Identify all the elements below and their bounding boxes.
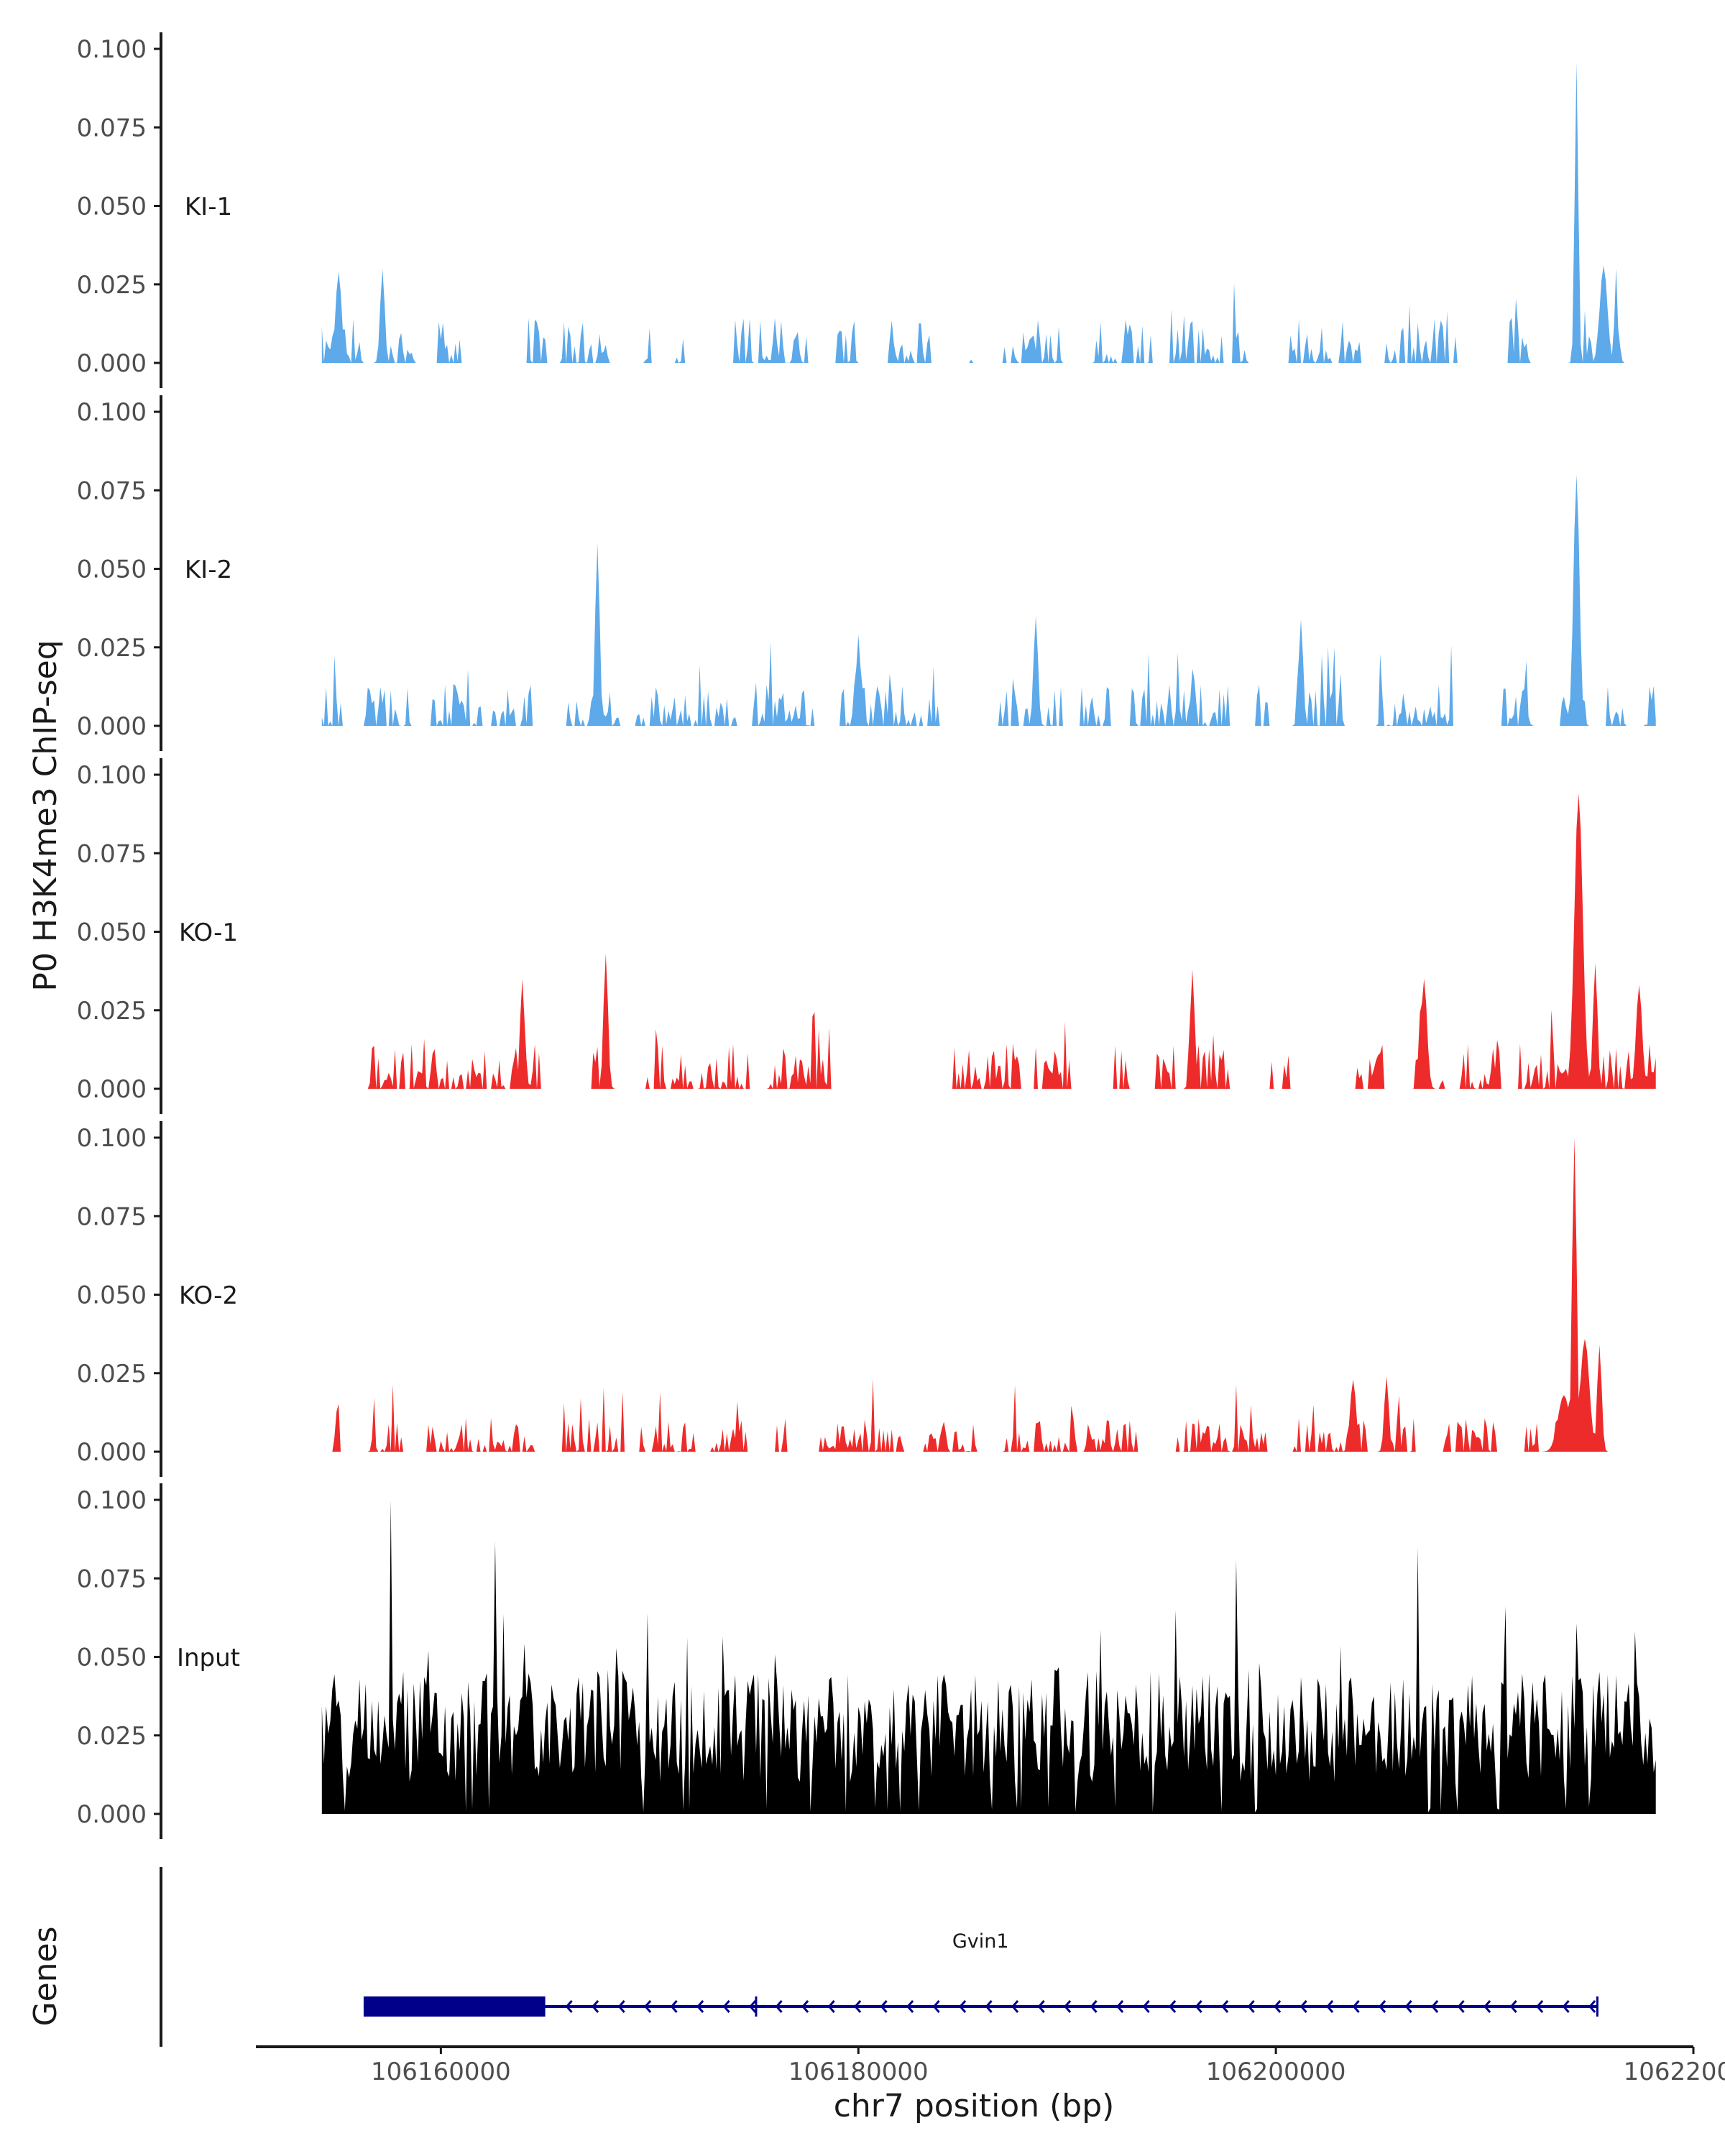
y-tick-label: 0.000 xyxy=(77,349,147,378)
y-tick-label: 0.000 xyxy=(77,712,147,741)
track-label: Input xyxy=(177,1644,240,1672)
strand-chevron xyxy=(565,2000,573,2013)
y-tick-label: 0.050 xyxy=(77,556,147,584)
strand-chevron xyxy=(1326,2000,1334,2013)
x-tick-label: 106180000 xyxy=(788,2058,929,2086)
genes-panel: Gvin1 xyxy=(160,1867,1598,2047)
x-axis-title: chr7 position (bp) xyxy=(834,2088,1115,2124)
strand-chevron xyxy=(1457,2000,1465,2013)
signal-area-ki-1 xyxy=(321,61,1656,363)
signal-area-input xyxy=(321,1500,1656,1814)
strand-chevron xyxy=(1169,2000,1177,2013)
x-tick-label: 106160000 xyxy=(371,2058,511,2086)
x-axis: 106160000 106180000 106200000 106220000 xyxy=(256,2045,1725,2086)
track-panels: 0.0000.0250.0500.0750.100KI-10.0000.0250… xyxy=(77,32,1656,1839)
strand-chevron xyxy=(670,2000,678,2013)
y-axis-title: P0 H3K4me3 ChIP-seq xyxy=(27,640,64,991)
y-tick-label: 0.075 xyxy=(77,114,147,142)
y-tick-label: 0.075 xyxy=(77,839,147,868)
strand-chevron xyxy=(827,2000,835,2013)
y-tick-label: 0.025 xyxy=(77,1722,147,1751)
track-label: KI-2 xyxy=(185,556,232,584)
strand-chevron xyxy=(880,2000,888,2013)
strand-chevron xyxy=(722,2000,730,2013)
strand-chevron xyxy=(932,2000,940,2013)
strand-chevron xyxy=(1221,2000,1229,2013)
y-tick-label: 0.100 xyxy=(77,1124,147,1153)
signal-area-ki-2 xyxy=(321,474,1656,726)
x-tick-label: 106200000 xyxy=(1206,2058,1346,2086)
strand-chevron xyxy=(696,2000,704,2013)
strand-chevron xyxy=(1142,2000,1150,2013)
strand-chevron xyxy=(1116,2000,1124,2013)
y-tick-label: 0.025 xyxy=(77,634,147,663)
y-tick-label: 0.100 xyxy=(77,35,147,64)
strand-chevron xyxy=(1588,2000,1596,2013)
track-panel-ki-1: 0.000 0.025 0.050 0.075 0.100 KI-1 xyxy=(77,32,1656,388)
strand-chevron xyxy=(1300,2000,1307,2013)
y-tick-label: 0.075 xyxy=(77,476,147,505)
strand-chevron xyxy=(1064,2000,1072,2013)
track-panel-ki-2: 0.000 0.025 0.050 0.075 0.100 KI-2 xyxy=(77,395,1656,751)
strand-chevron xyxy=(1536,2000,1544,2013)
y-tick-label: 0.100 xyxy=(77,761,147,790)
genes-axis-title: Genes xyxy=(27,1926,64,2026)
y-tick-label: 0.075 xyxy=(77,1202,147,1231)
y-tick-label: 0.100 xyxy=(77,398,147,427)
strand-chevron xyxy=(617,2000,625,2013)
track-label: KO-1 xyxy=(179,918,238,947)
track-panel-ko-1: 0.000 0.025 0.050 0.075 0.100 KO-1 xyxy=(77,758,1656,1114)
y-tick-label: 0.100 xyxy=(77,1486,147,1515)
track-panel-ko-2: 0.000 0.025 0.050 0.075 0.100 KO-2 xyxy=(77,1121,1656,1477)
strand-chevron xyxy=(1404,2000,1412,2013)
strand-chevron xyxy=(1509,2000,1517,2013)
strand-chevron xyxy=(644,2000,652,2013)
y-tick-label: 0.050 xyxy=(77,1281,147,1310)
strand-chevron xyxy=(1431,2000,1439,2013)
y-tick-label: 0.050 xyxy=(77,1644,147,1672)
y-tick-label: 0.000 xyxy=(77,1438,147,1467)
y-tick-label: 0.025 xyxy=(77,1360,147,1388)
track-label: KO-2 xyxy=(179,1281,238,1310)
gene-strand-arrows xyxy=(565,2000,1596,2013)
y-tick-label: 0.000 xyxy=(77,1800,147,1829)
strand-chevron xyxy=(775,2000,783,2013)
track-label: KI-1 xyxy=(185,193,232,221)
x-tick-label: 106220000 xyxy=(1624,2058,1725,2086)
strand-chevron xyxy=(1484,2000,1491,2013)
strand-chevron xyxy=(985,2000,993,2013)
strand-chevron xyxy=(1247,2000,1255,2013)
strand-chevron xyxy=(1195,2000,1202,2013)
y-tick-label: 0.050 xyxy=(77,193,147,221)
y-tick-label: 0.000 xyxy=(77,1075,147,1104)
y-tick-label: 0.075 xyxy=(77,1565,147,1593)
strand-chevron xyxy=(1562,2000,1570,2013)
gene-label: Gvin1 xyxy=(952,1930,1009,1953)
strand-chevron xyxy=(906,2000,914,2013)
strand-chevron xyxy=(1037,2000,1045,2013)
strand-chevron xyxy=(959,2000,967,2013)
strand-chevron xyxy=(1090,2000,1098,2013)
strand-chevron xyxy=(1274,2000,1282,2013)
y-tick-label: 0.025 xyxy=(77,271,147,300)
strand-chevron xyxy=(854,2000,862,2013)
strand-chevron xyxy=(1379,2000,1386,2013)
signal-area-ko-2 xyxy=(321,1138,1656,1452)
strand-chevron xyxy=(749,2000,757,2013)
strand-chevron xyxy=(1011,2000,1019,2013)
signal-area-ko-1 xyxy=(321,793,1656,1089)
track-panel-input: 0.000 0.025 0.050 0.075 0.100 Input xyxy=(77,1483,1656,1839)
strand-chevron xyxy=(1352,2000,1360,2013)
gene-exon-block xyxy=(363,1996,546,2017)
y-tick-label: 0.050 xyxy=(77,918,147,947)
strand-chevron xyxy=(592,2000,599,2013)
y-tick-label: 0.025 xyxy=(77,997,147,1026)
strand-chevron xyxy=(801,2000,809,2013)
